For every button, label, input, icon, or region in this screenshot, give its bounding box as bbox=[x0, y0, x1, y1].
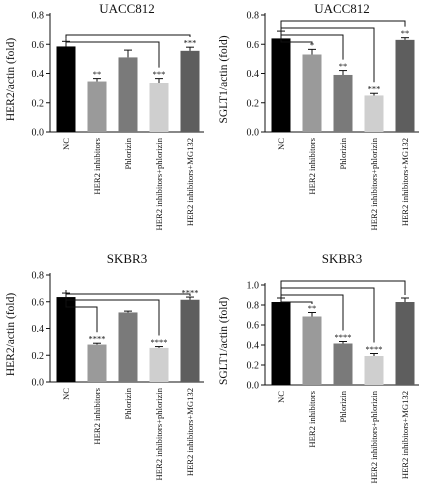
x-category-label: HER2 inhibitors bbox=[92, 137, 102, 194]
bar bbox=[149, 347, 169, 382]
y-tick-label: 0.2 bbox=[32, 98, 45, 109]
x-category-label: Phlorizin bbox=[123, 137, 133, 169]
x-category-label: HER2 inhibitors bbox=[92, 387, 102, 444]
significance-label: ** bbox=[93, 69, 102, 79]
bar bbox=[118, 312, 138, 382]
comparison-bracket bbox=[65, 290, 160, 336]
significance-label: *** bbox=[184, 38, 197, 48]
y-tick-label: 0.0 bbox=[247, 381, 260, 392]
comparison-bracket bbox=[65, 290, 191, 296]
bar bbox=[87, 344, 107, 382]
chart-panel-3: SKBR3 HER2/actin (fold) 0.0 0.2 0.4 0.6 0.8 NC *… bbox=[5, 251, 204, 480]
x-category-label: HER2 inhibitors+MG132 bbox=[400, 138, 410, 226]
y-tick-label: 0.6 bbox=[32, 40, 45, 51]
y-tick-label: 0.6 bbox=[247, 321, 260, 332]
y-axis-label: SGLT1/actin (fold) bbox=[218, 35, 230, 123]
bar bbox=[302, 54, 322, 132]
comparison-bracket bbox=[281, 294, 344, 331]
significance-label: ** bbox=[339, 61, 348, 71]
y-tick-label: 1.0 bbox=[247, 281, 260, 292]
chart-title: UACC812 bbox=[314, 1, 370, 16]
comparison-bracket bbox=[280, 28, 313, 44]
comparison-bracket bbox=[65, 290, 98, 333]
y-tick-label: 0.4 bbox=[32, 324, 45, 335]
y-tick-label: 0.0 bbox=[247, 128, 260, 139]
comparison-bracket bbox=[280, 295, 313, 304]
chart-panel-2: UACC812 SGLT1/actin (fold) 0.0 0.2 0.4 0.6 0.8… bbox=[218, 1, 419, 230]
y-tick-label: 0.8 bbox=[32, 11, 45, 22]
bar bbox=[395, 302, 415, 385]
x-category-label: HER2 inhibitors+phlorizin bbox=[154, 387, 164, 480]
bar bbox=[395, 39, 415, 132]
x-category-label: HER2 inhibitors+phlorizin bbox=[369, 137, 379, 230]
significance-label: **** bbox=[366, 344, 383, 354]
chart-panel-1: UACC812 HER2/actin (fold) 0.0 0.2 0.4 0.6 0.8 N… bbox=[5, 1, 204, 230]
y-tick-label: 0.6 bbox=[247, 40, 260, 51]
x-category-label: HER2 inhibitors+MG132 bbox=[400, 391, 410, 479]
comparison-bracket bbox=[280, 20, 406, 29]
x-category-label: Phlorizin bbox=[338, 390, 348, 422]
y-tick-label: 0.0 bbox=[32, 128, 45, 139]
bar bbox=[271, 38, 291, 132]
y-tick-label: 0.2 bbox=[247, 361, 260, 372]
bar bbox=[180, 50, 200, 132]
bar bbox=[302, 316, 322, 385]
y-tick-label: 0.4 bbox=[247, 69, 260, 80]
chart-title: SKBR3 bbox=[322, 251, 362, 266]
x-category-label: HER2 inhibitors+phlorizin bbox=[154, 137, 164, 230]
chart-title: SKBR3 bbox=[107, 251, 147, 266]
y-tick-label: 0.8 bbox=[32, 271, 45, 282]
bar bbox=[180, 299, 200, 382]
bar bbox=[364, 356, 384, 385]
y-axis-label: HER2/actin (fold) bbox=[5, 293, 17, 377]
y-tick-label: 0.8 bbox=[247, 301, 260, 312]
x-category-label: Phlorizin bbox=[123, 387, 133, 419]
significance-label: ** bbox=[308, 303, 317, 313]
y-tick-label: 0.4 bbox=[247, 341, 260, 352]
x-category-label: Phlorizin bbox=[338, 137, 348, 169]
y-tick-label: 0.4 bbox=[32, 69, 45, 80]
y-tick-label: 0.2 bbox=[247, 98, 260, 109]
comparison-bracket bbox=[280, 27, 375, 83]
bar bbox=[333, 343, 353, 385]
significance-label: *** bbox=[153, 69, 166, 79]
chart-title: UACC812 bbox=[99, 1, 155, 16]
significance-label: **** bbox=[151, 337, 168, 347]
x-category-label: HER2 inhibitors+MG132 bbox=[185, 138, 195, 226]
significance-label: *** bbox=[368, 84, 381, 94]
bar bbox=[56, 297, 76, 382]
bar bbox=[118, 57, 138, 132]
x-category-label: HER2 inhibitors+phlorizin bbox=[369, 390, 379, 483]
x-category-label: NC bbox=[61, 138, 71, 150]
significance-label: **** bbox=[89, 334, 106, 344]
significance-label: **** bbox=[182, 288, 199, 298]
significance-label: ** bbox=[401, 28, 410, 38]
y-axis-label: HER2/actin (fold) bbox=[5, 38, 17, 122]
x-category-label: HER2 inhibitors bbox=[307, 137, 317, 194]
significance-label: **** bbox=[335, 332, 352, 342]
comparison-bracket bbox=[65, 34, 191, 39]
comparison-bracket bbox=[280, 287, 375, 343]
y-tick-label: 0.0 bbox=[32, 378, 45, 389]
x-category-label: NC bbox=[276, 138, 286, 150]
bar bbox=[149, 83, 169, 132]
x-category-label: NC bbox=[61, 388, 71, 400]
comparison-bracket bbox=[65, 38, 160, 68]
y-tick-label: 0.6 bbox=[32, 297, 45, 308]
bar bbox=[271, 302, 291, 385]
bar bbox=[56, 46, 76, 132]
x-category-label: HER2 inhibitors bbox=[307, 390, 317, 447]
bar bbox=[333, 74, 353, 132]
chart-panel-4: SKBR3 SGLT1/actin (fold) 0.0 0.2 0.4 0.6 0.8 1.… bbox=[218, 251, 419, 483]
y-tick-label: 0.8 bbox=[247, 11, 260, 22]
bar bbox=[364, 95, 384, 132]
y-axis-label: SGLT1/actin (fold) bbox=[218, 297, 230, 385]
significance-label: * bbox=[310, 40, 314, 50]
bar bbox=[87, 81, 107, 132]
x-category-label: HER2 inhibitors+MG132 bbox=[185, 388, 195, 476]
x-category-label: NC bbox=[276, 391, 286, 403]
y-tick-label: 0.2 bbox=[32, 351, 45, 362]
